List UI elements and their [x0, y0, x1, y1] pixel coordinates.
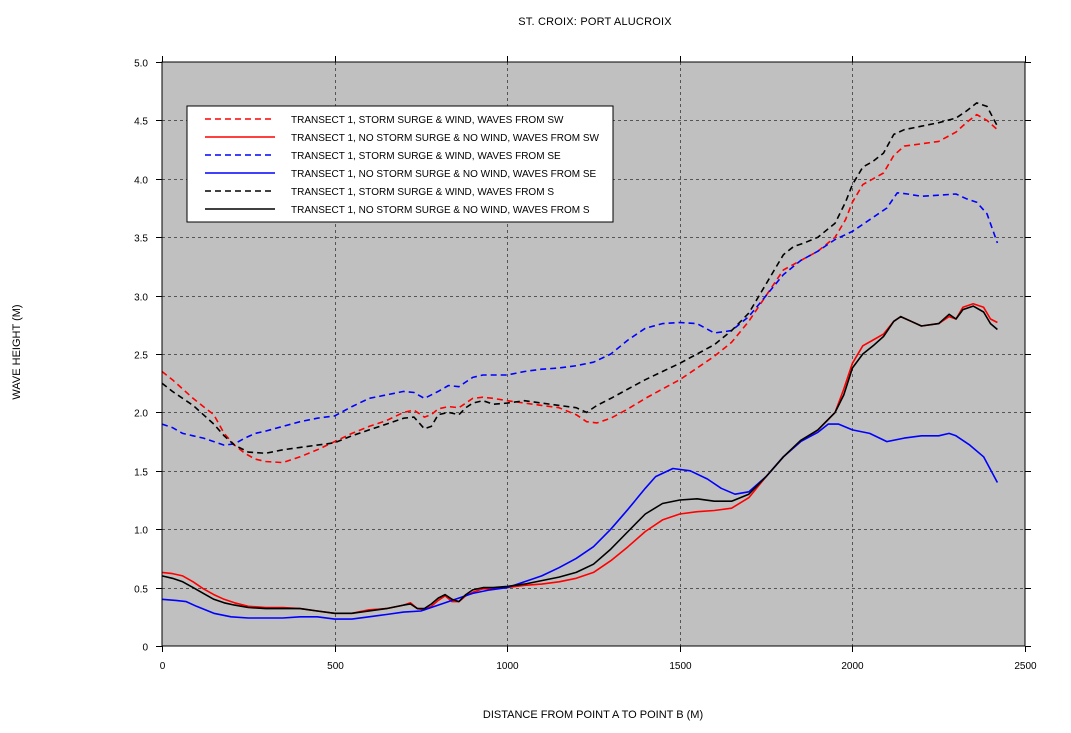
- series-line-6: [161, 305, 998, 615]
- y-tick-label: 5.0: [134, 59, 148, 70]
- x-tick-label: 2500: [1014, 661, 1037, 672]
- series-line-4: [161, 423, 999, 620]
- y-tick-label: 3.5: [134, 234, 148, 245]
- series-line-1: [161, 113, 998, 464]
- legend-box: [186, 105, 614, 223]
- series-line-3: [161, 192, 999, 446]
- chart-title: ST. CROIX: PORT ALUCROIX: [518, 16, 672, 28]
- legend-entry-5: TRANSECT 1, STORM SURGE & WIND, WAVES FR…: [291, 187, 554, 198]
- x-axis-label: DISTANCE FROM POINT A TO POINT B (M): [482, 709, 704, 721]
- series-line-5: [161, 102, 999, 455]
- y-tick-label: 1.0: [134, 526, 148, 537]
- y-tick-label: 2.0: [134, 409, 148, 420]
- series-lines: [161, 102, 999, 620]
- legend-entry-2: TRANSECT 1, NO STORM SURGE & NO WIND, WA…: [291, 133, 600, 144]
- x-tick-label: 1500: [669, 661, 692, 672]
- x-tick-label: 500: [327, 661, 344, 672]
- y-tick-label: 4.5: [134, 117, 148, 128]
- legend-entry-4: TRANSECT 1, NO STORM SURGE & NO WIND, WA…: [291, 169, 597, 180]
- legend: TRANSECT 1, STORM SURGE & WIND, WAVES FR…: [186, 105, 614, 223]
- legend-entry-3: TRANSECT 1, STORM SURGE & WIND, WAVES FR…: [291, 151, 561, 162]
- y-tick-label: 2.5: [134, 351, 148, 362]
- x-tick-label: 1000: [496, 661, 519, 672]
- y-tick-label: 3.0: [134, 293, 148, 304]
- legend-entry-6: TRANSECT 1, NO STORM SURGE & NO WIND, WA…: [291, 205, 590, 216]
- x-tick-label: 2000: [841, 661, 864, 672]
- x-tick-label: 0: [160, 661, 166, 672]
- y-tick-label: 0.5: [134, 585, 148, 596]
- axis-ticks: 0 500 1000 1500 2000 2500 0 0.5 1.0 1.5 2.0 2.5 3.0 3…: [134, 56, 1037, 672]
- y-tick-label: 4.0: [134, 176, 148, 187]
- y-tick-label: 0: [142, 643, 148, 654]
- legend-entry-1: TRANSECT 1, STORM SURGE & WIND, WAVES FR…: [291, 115, 564, 126]
- y-tick-label: 1.5: [134, 468, 148, 479]
